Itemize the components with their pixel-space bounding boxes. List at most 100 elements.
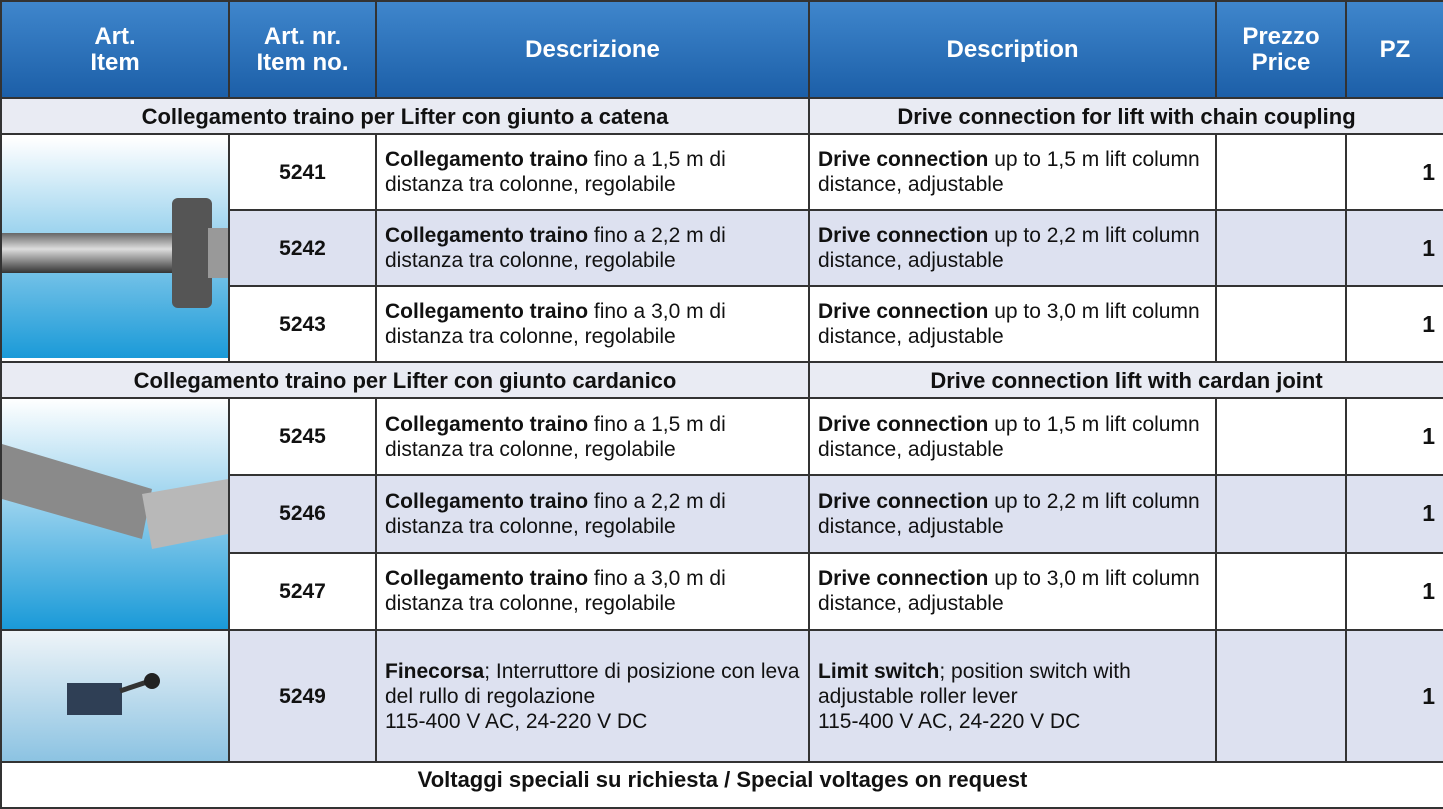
header-cell: PZ <box>1345 0 1443 99</box>
item-row: 5241 Collegamento traino fino a 1,5 m di … <box>0 133 1443 363</box>
header-row: Art. Item Art. nr. Item no. Descrizione Descr… <box>0 0 1443 99</box>
item-number: 5249 <box>228 629 377 763</box>
header-text: Description <box>946 35 1079 63</box>
desc-text: up to 2,2 m lift column distance, adjust… <box>818 224 1200 272</box>
desc-text: up to 3,0 m lift column distance, adjust… <box>818 567 1200 616</box>
desc-text: ; position switch with adjustable roller… <box>818 659 1131 708</box>
desc-text: up to 3,0 m lift column distance, adjust… <box>818 300 1200 348</box>
desc-en: Drive connection up to 3,0 m lift column… <box>808 551 1217 632</box>
header-cell: Art. nr. Item no. <box>228 0 377 99</box>
quantity: 1 <box>1345 133 1443 211</box>
item-number: 5245 <box>228 396 377 477</box>
header-text: PZ <box>1379 35 1411 63</box>
desc-text: fino a 3,0 m di distanza tra colonne, re… <box>385 300 726 348</box>
desc-bold: Drive connection <box>818 567 989 591</box>
quantity: 1 <box>1345 396 1443 477</box>
product-image <box>0 629 230 763</box>
header-cell: Description <box>808 0 1217 99</box>
footer-row: Voltaggi speciali su richiesta / Special… <box>0 761 1443 809</box>
price <box>1215 209 1347 287</box>
desc-bold: Collegamento traino <box>385 412 589 436</box>
desc-en: Drive connection up to 1,5 m lift column… <box>808 133 1217 211</box>
header-text: Prezzo <box>1242 22 1320 50</box>
quantity: 1 <box>1345 629 1443 763</box>
header-text: Item no. <box>256 48 349 76</box>
desc-bold: Collegamento traino <box>385 567 589 591</box>
item-number: 5242 <box>228 209 377 287</box>
section-title-it: Collegamento traino per Lifter con giunt… <box>0 361 810 399</box>
item-row: 5247 Collegamento traino fino a 3,0 m di … <box>1 551 1443 632</box>
quantity: 1 <box>1345 474 1443 554</box>
desc-bold: Limit switch <box>818 659 940 683</box>
header-text: Descrizione <box>525 35 660 63</box>
desc-text: fino a 2,2 m di distanza tra colonne, re… <box>385 489 726 538</box>
desc-bold: Drive connection <box>818 300 989 323</box>
desc-en: Drive connection up to 2,2 m lift column… <box>808 209 1217 287</box>
desc-extra: 115-400 V AC, 24-220 V DC <box>818 709 1081 733</box>
item-row: 5249 Finecorsa; Interruttore di posizione… <box>0 629 1443 763</box>
desc-bold: Collegamento traino <box>385 300 589 323</box>
desc-text: up to 1,5 m lift column distance, adjust… <box>818 148 1200 196</box>
desc-it: Collegamento traino fino a 3,0 m di dist… <box>375 285 810 363</box>
header-cell: Art. Item <box>0 0 230 99</box>
price <box>1215 396 1347 477</box>
quantity: 1 <box>1345 285 1443 363</box>
desc-text: up to 1,5 m lift column distance, adjust… <box>818 412 1200 461</box>
desc-en: Drive connection up to 3,0 m lift column… <box>808 285 1217 363</box>
quantity: 1 <box>1345 551 1443 632</box>
desc-text: fino a 3,0 m di distanza tra colonne, re… <box>385 567 726 616</box>
desc-text: fino a 1,5 m di distanza tra colonne, re… <box>385 412 726 461</box>
desc-bold: Collegamento traino <box>385 224 589 247</box>
desc-it: Collegamento traino fino a 1,5 m di dist… <box>375 396 810 477</box>
section-title-en: Drive connection lift with cardan joint <box>808 361 1443 399</box>
desc-it: Finecorsa; Interruttore di posizione con… <box>375 629 810 763</box>
section-title-it: Collegamento traino per Lifter con giunt… <box>0 97 810 135</box>
desc-en: Drive connection up to 2,2 m lift column… <box>808 474 1217 554</box>
desc-text: up to 2,2 m lift column distance, adjust… <box>818 489 1200 538</box>
desc-en: Drive connection up to 1,5 m lift column… <box>808 396 1217 477</box>
item-number: 5247 <box>228 551 377 632</box>
item-number: 5241 <box>228 133 377 211</box>
section-row: Collegamento traino per Lifter con giunt… <box>0 97 1443 135</box>
item-number: 5246 <box>228 474 377 554</box>
item-row: 5246 Collegamento traino fino a 2,2 m di … <box>1 474 1443 554</box>
desc-bold: Collegamento traino <box>385 489 589 513</box>
desc-text: fino a 1,5 m di distanza tra colonne, re… <box>385 148 726 196</box>
section-title-en: Drive connection for lift with chain cou… <box>808 97 1443 135</box>
price <box>1215 133 1347 211</box>
desc-it: Collegamento traino fino a 2,2 m di dist… <box>375 474 810 554</box>
footer-note: Voltaggi speciali su richiesta / Special… <box>0 761 1443 809</box>
header-text: Art. <box>94 22 136 50</box>
price <box>1215 285 1347 363</box>
item-number: 5243 <box>228 285 377 363</box>
desc-extra: 115-400 V AC, 24-220 V DC <box>385 709 648 733</box>
desc-bold: Collegamento traino <box>385 148 589 171</box>
desc-bold: Drive connection <box>818 489 989 513</box>
desc-bold: Drive connection <box>818 412 989 436</box>
product-image <box>0 133 230 363</box>
header-cell: Descrizione <box>375 0 810 99</box>
header-text: Art. nr. <box>263 22 342 50</box>
price <box>1215 551 1347 632</box>
section-row: Collegamento traino per Lifter con giunt… <box>0 361 1443 399</box>
desc-it: Collegamento traino fino a 2,2 m di dist… <box>375 209 810 287</box>
desc-it: Collegamento traino fino a 3,0 m di dist… <box>375 551 810 632</box>
price <box>1215 629 1347 763</box>
quantity: 1 <box>1345 209 1443 287</box>
product-image <box>0 397 230 631</box>
desc-en: Limit switch; position switch with adjus… <box>808 629 1217 763</box>
item-row: 5243 Collegamento traino fino a 3,0 m di … <box>1 285 1443 363</box>
price <box>1215 474 1347 554</box>
item-row: 5245 Collegamento traino fino a 1,5 m di … <box>0 396 1443 631</box>
desc-bold: Drive connection <box>818 224 989 247</box>
desc-bold: Drive connection <box>818 148 989 171</box>
desc-bold: Finecorsa <box>385 659 485 683</box>
item-row: 5242 Collegamento traino fino a 2,2 m di … <box>1 209 1443 287</box>
header-text: Price <box>1251 48 1311 76</box>
desc-text: fino a 2,2 m di distanza tra colonne, re… <box>385 224 726 272</box>
header-cell: Prezzo Price <box>1215 0 1347 99</box>
desc-it: Collegamento traino fino a 1,5 m di dist… <box>375 133 810 211</box>
